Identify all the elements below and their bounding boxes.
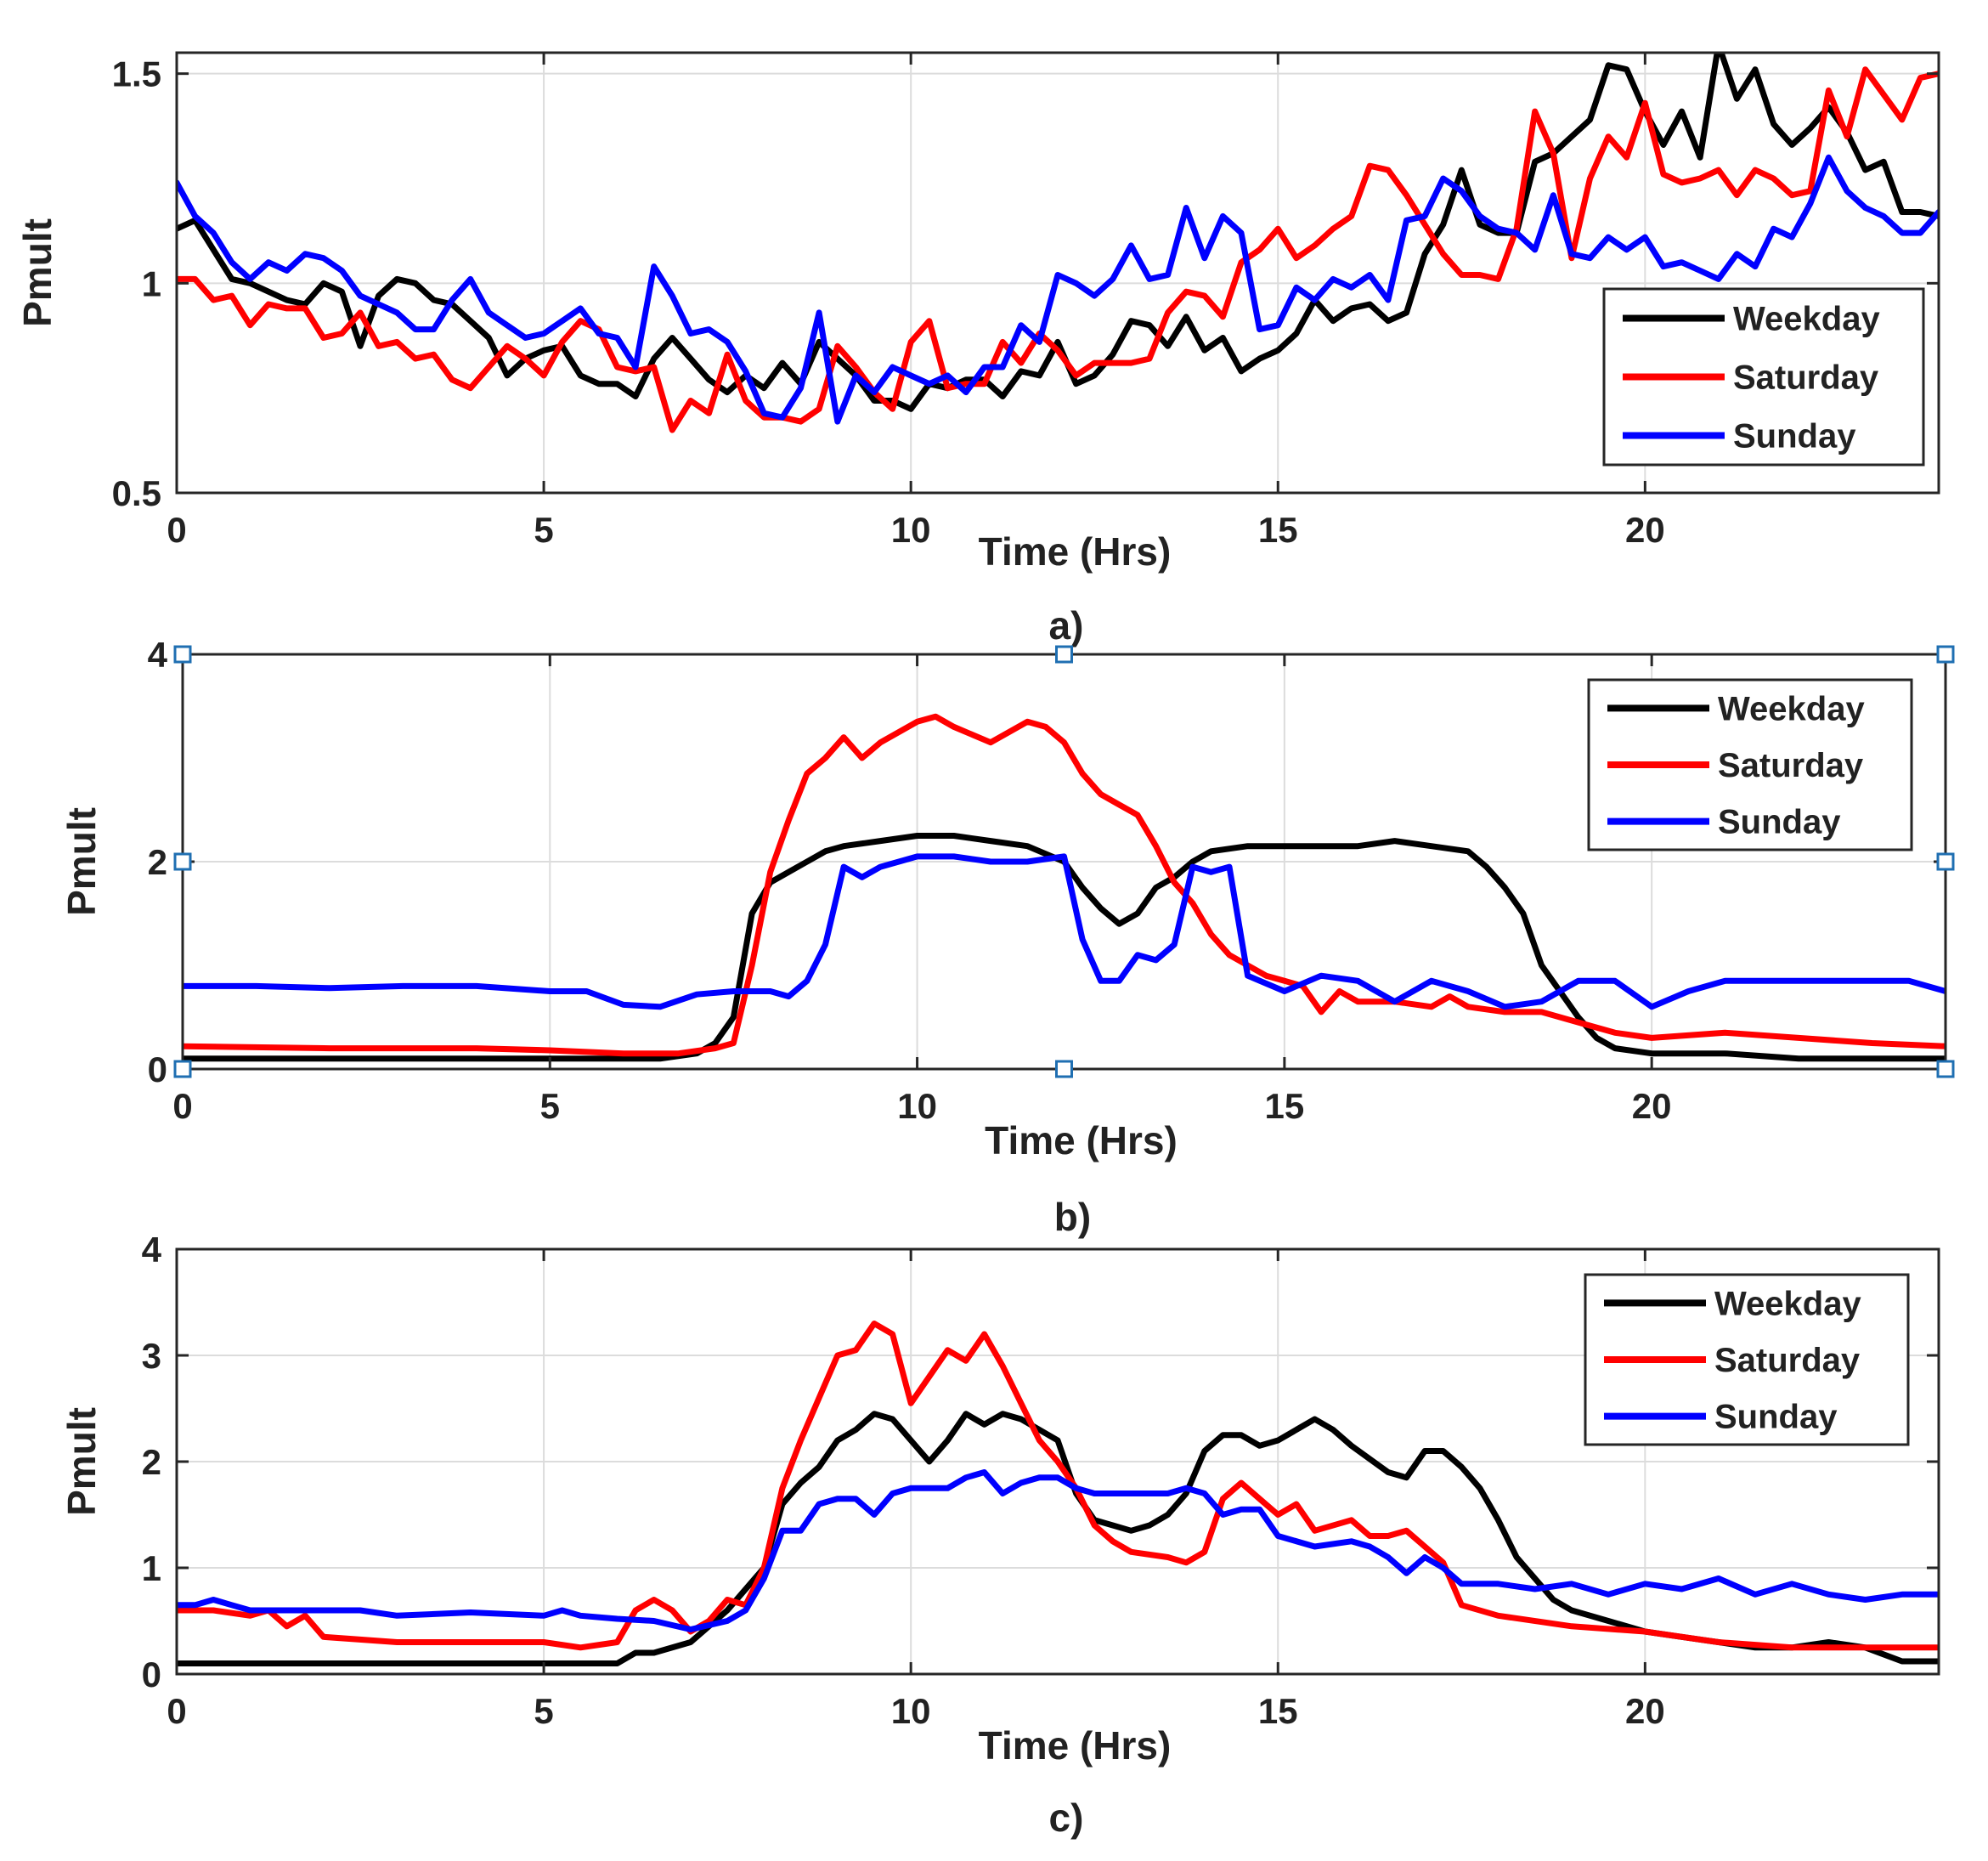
legend-label-saturday: Saturday bbox=[1714, 1342, 1861, 1379]
series-group bbox=[183, 713, 1946, 1062]
panel-caption: b) bbox=[1054, 1195, 1091, 1239]
legend: Weekday Saturday Sunday bbox=[1584, 1273, 1910, 1446]
y-tick-label: 1 bbox=[142, 263, 161, 303]
legend: Weekday Saturday Sunday bbox=[1602, 287, 1925, 467]
series-group bbox=[177, 1321, 1939, 1666]
y-tick-label: 1.5 bbox=[112, 54, 161, 94]
chart-panel-2: 0 5 10 15 20 0 2 4 Time (Hrs) Pmult b) Weekday Satur… bbox=[59, 635, 1955, 1239]
y-axis-title: Pmult bbox=[59, 807, 104, 916]
legend: Weekday Saturday Sunday bbox=[1587, 678, 1913, 851]
axes-box bbox=[175, 51, 1940, 495]
series-group bbox=[177, 53, 1939, 433]
x-tick-label: 0 bbox=[167, 510, 186, 550]
x-tick-label: 0 bbox=[167, 1691, 186, 1731]
chart-panel-1: 0 5 10 15 20 0.5 1 1.5 Time (Hrs) Pmult a) Weekday S… bbox=[15, 51, 1940, 648]
y-tick-label: 4 bbox=[142, 1230, 162, 1270]
y-tick-label: 3 bbox=[142, 1336, 161, 1376]
x-tick-label: 15 bbox=[1258, 510, 1298, 550]
y-tick-label: 0 bbox=[142, 1655, 161, 1694]
selection-handle[interactable] bbox=[1936, 1060, 1955, 1078]
selection-handle[interactable] bbox=[1936, 645, 1955, 664]
legend-label-saturday: Saturday bbox=[1718, 747, 1864, 784]
y-tick-label: 4 bbox=[148, 635, 168, 675]
series-line-saturday bbox=[177, 66, 1939, 433]
legend-label-sunday: Sunday bbox=[1714, 1399, 1838, 1436]
x-tick-label: 5 bbox=[534, 1691, 553, 1731]
y-tick-label: 0.5 bbox=[112, 473, 161, 513]
x-tick-label: 20 bbox=[1625, 1691, 1665, 1731]
y-axis-title: Pmult bbox=[15, 218, 59, 327]
x-tick-label: 20 bbox=[1632, 1086, 1672, 1126]
x-tick-label: 10 bbox=[897, 1086, 937, 1126]
selection-handle[interactable] bbox=[1936, 852, 1955, 871]
legend-label-saturday: Saturday bbox=[1733, 359, 1879, 397]
selection-handle[interactable] bbox=[1055, 1060, 1073, 1078]
x-tick-label: 5 bbox=[540, 1086, 560, 1126]
chart-panel-3: 0 5 10 15 20 0 1 2 3 4 Time (Hrs) Pmult c) Weekday Sat… bbox=[59, 1230, 1940, 1840]
y-tick-label: 2 bbox=[148, 842, 167, 882]
y-axis-title: Pmult bbox=[59, 1407, 104, 1516]
series-line-saturday bbox=[177, 1321, 1939, 1651]
x-tick-label: 5 bbox=[534, 510, 553, 550]
selection-handle[interactable] bbox=[1055, 645, 1073, 664]
panel-caption: a) bbox=[1049, 603, 1084, 648]
series-line-sunday bbox=[177, 1469, 1939, 1632]
series-line-weekday bbox=[177, 1411, 1939, 1666]
x-axis-title: Time (Hrs) bbox=[979, 529, 1172, 574]
x-tick-label: 15 bbox=[1258, 1691, 1298, 1731]
y-tick-label: 1 bbox=[142, 1548, 161, 1588]
selection-handle[interactable] bbox=[173, 1060, 192, 1078]
x-axis-title: Time (Hrs) bbox=[985, 1118, 1178, 1162]
y-tick-label: 2 bbox=[142, 1442, 161, 1482]
x-tick-label: 15 bbox=[1265, 1086, 1305, 1126]
series-line-sunday bbox=[183, 853, 1946, 1010]
legend-label-sunday: Sunday bbox=[1718, 804, 1841, 841]
series-line-saturday bbox=[183, 713, 1946, 1057]
x-tick-label: 10 bbox=[891, 1691, 931, 1731]
selection-handle[interactable] bbox=[173, 645, 192, 664]
legend-label-weekday: Weekday bbox=[1733, 301, 1880, 338]
x-tick-label: 10 bbox=[891, 510, 931, 550]
y-tick-label: 0 bbox=[148, 1049, 167, 1089]
selection-handle[interactable] bbox=[173, 852, 192, 871]
x-tick-label: 20 bbox=[1625, 510, 1665, 550]
series-line-sunday bbox=[177, 154, 1939, 425]
legend-label-weekday: Weekday bbox=[1714, 1285, 1861, 1322]
legend-label-weekday: Weekday bbox=[1718, 690, 1865, 727]
legend-label-sunday: Sunday bbox=[1733, 418, 1856, 455]
x-tick-label: 0 bbox=[172, 1086, 192, 1126]
x-axis-title: Time (Hrs) bbox=[979, 1723, 1172, 1768]
panel-caption: c) bbox=[1049, 1796, 1084, 1840]
